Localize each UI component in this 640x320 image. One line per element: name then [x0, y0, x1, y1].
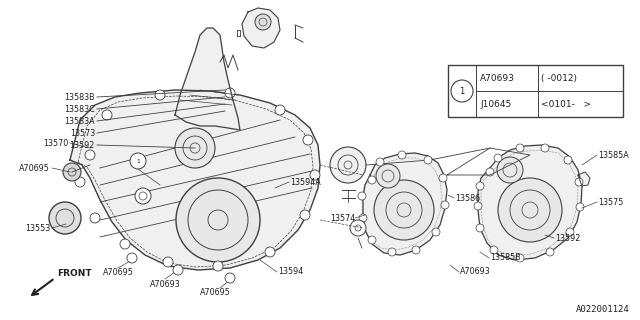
- Circle shape: [176, 178, 260, 262]
- Text: 13553: 13553: [25, 223, 50, 233]
- Circle shape: [359, 214, 367, 222]
- Circle shape: [575, 178, 583, 186]
- Circle shape: [476, 224, 484, 232]
- Text: A70695: A70695: [19, 164, 50, 172]
- Circle shape: [163, 257, 173, 267]
- Circle shape: [541, 144, 549, 152]
- Text: ( -0012): ( -0012): [541, 74, 577, 83]
- Text: A70695: A70695: [102, 268, 133, 277]
- Circle shape: [155, 90, 165, 100]
- Circle shape: [75, 177, 85, 187]
- Text: <0101-   >: <0101- >: [541, 100, 591, 108]
- Text: A022001124: A022001124: [576, 305, 630, 314]
- Circle shape: [490, 246, 498, 254]
- Circle shape: [412, 246, 420, 254]
- Circle shape: [494, 154, 502, 162]
- Text: 13575: 13575: [598, 197, 623, 206]
- Circle shape: [213, 261, 223, 271]
- Circle shape: [441, 201, 449, 209]
- Circle shape: [516, 254, 524, 262]
- Circle shape: [120, 239, 130, 249]
- Polygon shape: [478, 145, 582, 260]
- Circle shape: [368, 176, 376, 184]
- Text: A70693: A70693: [480, 74, 515, 83]
- Circle shape: [255, 14, 271, 30]
- Circle shape: [376, 158, 384, 166]
- Circle shape: [566, 228, 574, 236]
- Text: A70695: A70695: [200, 288, 230, 297]
- Circle shape: [439, 174, 447, 182]
- Circle shape: [303, 135, 313, 145]
- Circle shape: [476, 182, 484, 190]
- Circle shape: [358, 192, 366, 200]
- Polygon shape: [578, 172, 590, 186]
- Polygon shape: [70, 90, 320, 270]
- Text: 13594A: 13594A: [290, 178, 321, 187]
- Circle shape: [85, 150, 95, 160]
- Circle shape: [474, 202, 482, 210]
- Text: 13594: 13594: [278, 268, 303, 276]
- Text: 13583A: 13583A: [65, 116, 95, 125]
- Circle shape: [90, 213, 100, 223]
- Text: 13583C: 13583C: [64, 105, 95, 114]
- Circle shape: [225, 273, 235, 283]
- Polygon shape: [242, 8, 280, 48]
- Circle shape: [310, 170, 320, 180]
- Circle shape: [432, 228, 440, 236]
- Bar: [448, 65, 623, 117]
- Circle shape: [374, 180, 434, 240]
- Text: A70693: A70693: [460, 268, 491, 276]
- Text: 1: 1: [460, 86, 465, 95]
- Text: 13585A: 13585A: [598, 150, 628, 159]
- Circle shape: [127, 253, 137, 263]
- Text: 13574: 13574: [330, 213, 355, 222]
- Circle shape: [330, 147, 366, 183]
- Circle shape: [486, 168, 494, 176]
- Circle shape: [498, 178, 562, 242]
- Circle shape: [130, 153, 146, 169]
- Text: J10645: J10645: [480, 100, 511, 108]
- Text: 1: 1: [136, 158, 140, 164]
- Polygon shape: [175, 28, 240, 130]
- Circle shape: [424, 156, 432, 164]
- Text: 13586: 13586: [455, 194, 480, 203]
- Circle shape: [63, 163, 81, 181]
- Circle shape: [102, 110, 112, 120]
- Circle shape: [388, 248, 396, 256]
- Circle shape: [350, 220, 366, 236]
- Text: 13592: 13592: [555, 234, 580, 243]
- Circle shape: [546, 248, 554, 256]
- Text: 13573: 13573: [70, 129, 95, 138]
- Circle shape: [275, 105, 285, 115]
- Circle shape: [516, 144, 524, 152]
- Circle shape: [564, 156, 572, 164]
- Circle shape: [576, 203, 584, 211]
- Circle shape: [49, 202, 81, 234]
- Text: 13585B: 13585B: [490, 253, 521, 262]
- Circle shape: [497, 157, 523, 183]
- Text: A70693: A70693: [150, 280, 180, 289]
- Circle shape: [173, 265, 183, 275]
- Text: 13592: 13592: [70, 140, 95, 149]
- Circle shape: [175, 128, 215, 168]
- Text: FRONT: FRONT: [57, 269, 92, 278]
- Circle shape: [265, 247, 275, 257]
- Circle shape: [398, 151, 406, 159]
- Circle shape: [225, 88, 235, 98]
- Circle shape: [376, 164, 400, 188]
- Circle shape: [135, 188, 151, 204]
- Circle shape: [451, 80, 473, 102]
- Circle shape: [368, 236, 376, 244]
- Text: 13583B: 13583B: [65, 92, 95, 101]
- Text: 13570: 13570: [43, 139, 68, 148]
- Circle shape: [300, 210, 310, 220]
- Polygon shape: [363, 153, 447, 255]
